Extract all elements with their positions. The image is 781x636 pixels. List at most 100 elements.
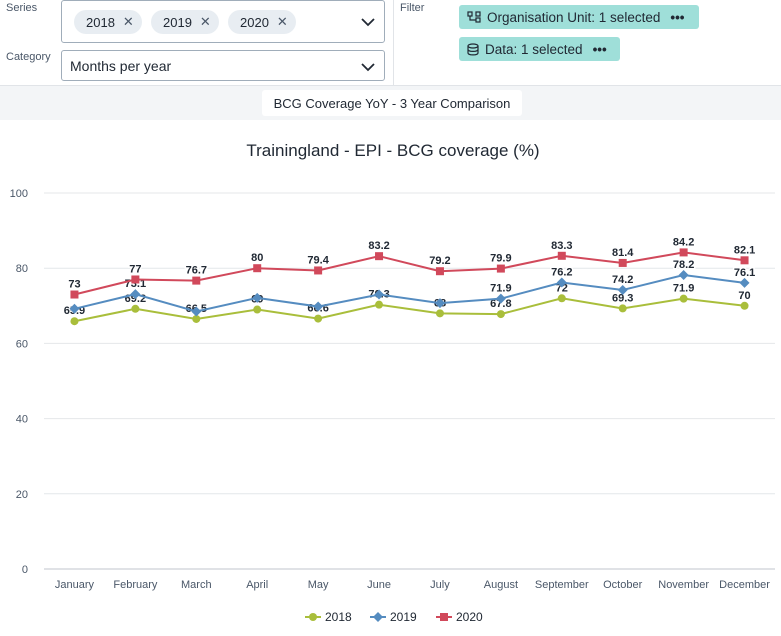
chart-legend[interactable]: 2018 2019 2020: [305, 610, 483, 624]
x-tick-label: July: [430, 579, 450, 591]
data-point: [70, 290, 79, 299]
x-tick-label: December: [719, 579, 770, 591]
data-label: 71.9: [490, 283, 511, 295]
more-icon[interactable]: •••: [592, 41, 607, 57]
x-tick-label: April: [246, 579, 268, 591]
filter-data[interactable]: Data: 1 selected •••: [459, 37, 620, 61]
x-tick-label: October: [603, 579, 642, 591]
category-label: Category: [6, 51, 51, 63]
data-point: [314, 266, 323, 275]
y-tick-label: 80: [16, 263, 28, 275]
data-point: [496, 310, 505, 319]
filter-label: Filter: [400, 2, 425, 14]
data-label: 80: [251, 252, 263, 264]
series-chip-2019[interactable]: 2019 ✕: [151, 10, 219, 34]
filter-org-unit-label: Organisation Unit: 1 selected: [487, 9, 661, 25]
x-tick-label: May: [308, 579, 329, 591]
data-point: [191, 306, 202, 317]
divider: [393, 0, 394, 85]
data-point: [69, 303, 80, 314]
data-label: 83.3: [551, 240, 572, 252]
remove-icon[interactable]: ✕: [199, 14, 211, 29]
data-point: [679, 248, 688, 257]
legend-item-2018[interactable]: 2018: [305, 610, 352, 624]
data-point: [556, 277, 567, 288]
data-point: [440, 613, 448, 621]
chip-label: 2019: [163, 14, 192, 30]
y-tick-label: 100: [10, 188, 28, 200]
series-line: [74, 297, 745, 323]
data-point: [740, 256, 749, 265]
data-point: [434, 298, 445, 309]
legend-item-2019[interactable]: 2019: [370, 610, 417, 624]
data-point: [374, 289, 385, 300]
data-point: [131, 304, 140, 313]
data-point: [557, 294, 566, 303]
chevron-down-icon[interactable]: [361, 62, 375, 72]
category-value: Months per year: [70, 58, 172, 74]
x-tick-label: August: [484, 579, 518, 591]
filter-org-unit[interactable]: Organisation Unit: 1 selected •••: [459, 5, 699, 29]
data-point: [435, 267, 444, 276]
data-point: [740, 301, 749, 310]
data-point: [314, 314, 323, 323]
data-label: 76.1: [734, 267, 755, 279]
x-tick-label: June: [367, 579, 391, 591]
chip-label: 2018: [86, 14, 115, 30]
series-label: Series: [6, 2, 38, 14]
org-unit-icon: [467, 11, 481, 23]
y-tick-label: 60: [16, 338, 28, 350]
data-label: 77: [129, 263, 141, 275]
y-tick-label: 40: [16, 414, 28, 426]
data-point: [253, 264, 262, 273]
legend-label: 2018: [325, 610, 352, 624]
x-tick-label: November: [658, 579, 709, 591]
x-tick-label: September: [535, 579, 589, 591]
chip-label: 2020: [240, 14, 269, 30]
data-point: [618, 258, 627, 267]
data-label: 82.1: [734, 244, 755, 256]
data-point: [313, 301, 324, 312]
data-label: 70: [738, 290, 750, 302]
series-select[interactable]: 2018 ✕ 2019 ✕ 2020 ✕: [61, 0, 385, 43]
legend-label: 2020: [456, 610, 483, 624]
data-label: 71.9: [673, 283, 694, 295]
filter-data-label: Data: 1 selected: [485, 41, 583, 57]
data-point: [557, 251, 566, 260]
legend-label: 2019: [390, 610, 417, 624]
controls-panel: Series 2018 ✕ 2019 ✕ 2020 ✕ Category Months…: [0, 0, 781, 86]
x-axis: January February March April May June July Augu…: [55, 579, 770, 591]
data-point: [130, 289, 141, 300]
series-chip-2018[interactable]: 2018 ✕: [74, 10, 142, 34]
x-tick-label: February: [113, 579, 158, 591]
data-point: [435, 309, 444, 318]
category-select[interactable]: Months per year: [61, 50, 385, 81]
series-2019: 73.1 71.976.274.278.276.1: [69, 257, 757, 317]
data-point: [375, 300, 384, 309]
data-label: 67.8: [490, 298, 511, 310]
y-axis: 0 20 40 60 80 100: [10, 188, 28, 576]
x-tick-label: March: [181, 579, 212, 591]
chart-grid: [44, 192, 775, 570]
data-point: [192, 276, 201, 285]
data-point: [252, 292, 263, 303]
data-label: 79.2: [429, 255, 450, 267]
chevron-down-icon[interactable]: [361, 17, 375, 27]
data-point: [679, 294, 688, 303]
legend-item-2020[interactable]: 2020: [436, 610, 483, 624]
data-label: 69.3: [612, 292, 633, 304]
y-tick-label: 0: [22, 564, 28, 576]
data-label: 76.7: [186, 265, 207, 277]
data-point: [678, 269, 689, 280]
more-icon[interactable]: •••: [670, 9, 685, 25]
chart-title: Trainingland - EPI - BCG coverage (%): [246, 141, 539, 160]
remove-icon[interactable]: ✕: [276, 14, 288, 29]
series-2020: 73 77 76.7 80 79.4 83.2 79.2 79.9 83.3 81.4 84.2 82…: [67, 235, 757, 299]
visualization-title[interactable]: BCG Coverage YoY - 3 Year Comparison: [262, 90, 522, 116]
data-label: 81.4: [612, 247, 634, 259]
data-point: [70, 317, 79, 326]
series-chip-2020[interactable]: 2020 ✕: [228, 10, 296, 34]
data-label: 74.2: [612, 274, 633, 286]
remove-icon[interactable]: ✕: [122, 14, 134, 29]
data-point: [375, 252, 384, 261]
